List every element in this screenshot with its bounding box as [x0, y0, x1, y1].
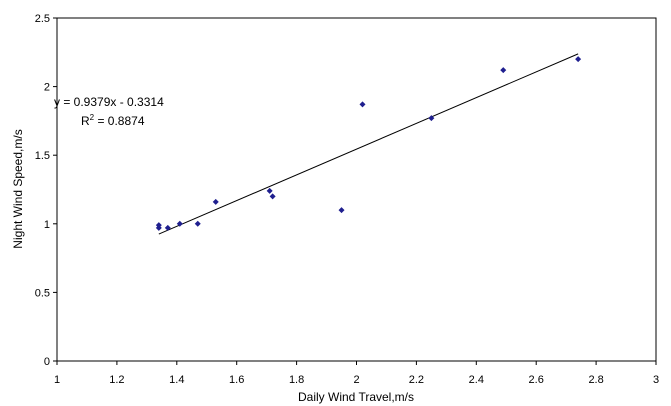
data-point [266, 187, 273, 194]
trendline-equation: y = 0.9379x - 0.3314 [54, 95, 164, 109]
y-axis-ticks: 0 0.5 1 1.5 2 2.5 [35, 13, 57, 368]
y-tick-label: 2 [44, 82, 50, 94]
data-point [575, 56, 582, 63]
r-squared-value: = 0.8874 [94, 114, 145, 128]
x-tick-label: 2.6 [529, 374, 544, 386]
x-tick-label: 1.2 [109, 374, 124, 386]
x-tick-label: 1.6 [229, 374, 244, 386]
y-axis-label: Night Wind Speed,m/s [11, 129, 25, 248]
data-point [194, 220, 201, 227]
data-point [500, 67, 507, 74]
plot-area-frame [56, 17, 657, 362]
x-tick-label: 2.2 [409, 374, 424, 386]
y-tick-label: 0.5 [35, 287, 50, 299]
r-squared-exponent: 2 [90, 113, 95, 122]
data-point [164, 224, 171, 231]
data-point [269, 193, 276, 200]
data-point [176, 220, 183, 227]
x-tick-label: 1 [54, 374, 60, 386]
x-axis-label: Daily Wind Travel,m/s [298, 390, 414, 404]
x-tick-label: 1.8 [289, 374, 304, 386]
x-tick-label: 1.4 [169, 374, 184, 386]
data-point [359, 101, 366, 108]
y-tick-label: 2.5 [35, 13, 50, 25]
x-axis-ticks: 1 1.2 1.4 1.6 1.8 2 2.2 2.4 2.6 2.8 3 [54, 361, 659, 386]
trendline [158, 53, 579, 235]
x-tick-label: 2.4 [469, 374, 484, 386]
r-squared-label: R2 = 0.8874 [81, 113, 145, 128]
y-tick-label: 1 [44, 219, 50, 231]
x-tick-label: 2 [353, 374, 359, 386]
y-tick-label: 1.5 [35, 150, 50, 162]
data-point [212, 198, 219, 205]
data-points [155, 56, 582, 231]
data-point [428, 115, 435, 122]
x-tick-label: 2.8 [588, 374, 603, 386]
data-point [338, 207, 345, 214]
r-squared-r: R [81, 114, 90, 128]
x-tick-label: 3 [653, 374, 659, 386]
y-tick-label: 0 [44, 356, 50, 368]
data-point [155, 222, 162, 229]
